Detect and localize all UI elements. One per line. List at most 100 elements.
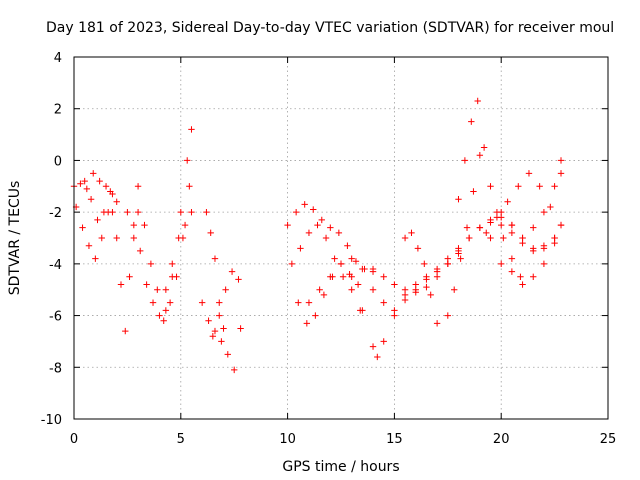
x-tick-label: 10 [279, 432, 296, 447]
data-point [508, 255, 516, 262]
data-point [102, 183, 110, 190]
series-track-19 [444, 152, 484, 319]
data-point [205, 317, 212, 324]
data-point [149, 299, 157, 306]
data-point [327, 273, 334, 280]
data-point [228, 268, 236, 275]
data-point [339, 273, 347, 280]
data-point [203, 208, 210, 216]
y-tick-label: 4 [54, 51, 62, 66]
data-point [498, 221, 505, 229]
data-point [480, 144, 488, 151]
data-point [90, 170, 97, 177]
data-point [235, 276, 242, 283]
data-point [134, 208, 142, 216]
series-track-07 [162, 208, 195, 293]
y-axis-label: SDTVAR / TECUs [7, 181, 23, 296]
data-point [517, 273, 524, 280]
data-point [348, 273, 355, 280]
data-point [220, 325, 227, 332]
data-point [98, 234, 105, 242]
data-point [412, 289, 419, 296]
data-point [122, 327, 129, 335]
data-point [186, 183, 193, 190]
y-tick-label: -10 [41, 413, 62, 428]
data-point [551, 239, 558, 247]
data-point [530, 273, 537, 280]
data-point [107, 188, 114, 195]
data-point [557, 170, 565, 177]
x-tick-label: 25 [600, 432, 617, 447]
data-point [305, 299, 313, 306]
data-point [181, 221, 189, 229]
series-track-15 [348, 250, 462, 361]
data-point [124, 208, 131, 216]
series-track-13 [295, 260, 362, 327]
data-point [380, 273, 387, 280]
y-tick-label: 2 [54, 103, 62, 118]
data-point [310, 206, 317, 213]
data-point [465, 234, 473, 242]
axis-ticks: 0 5 10 15 20 25 -10 -8 -6 -4 -2 0 2 4 [41, 51, 617, 447]
data-point [188, 126, 195, 133]
data-point [177, 208, 184, 216]
data-point [508, 221, 516, 229]
data-point [476, 224, 484, 231]
data-point [493, 214, 501, 221]
data-point [519, 281, 526, 288]
data-point [113, 234, 120, 242]
data-point [113, 198, 120, 205]
data-point [391, 281, 398, 288]
data-point [109, 208, 116, 216]
data-point [470, 188, 477, 195]
data-point [369, 286, 377, 293]
data-point [137, 247, 144, 255]
data-point [498, 208, 505, 216]
data-point [380, 299, 387, 306]
data-point [468, 118, 475, 125]
data-point [348, 255, 355, 262]
data-point [551, 183, 558, 190]
data-point [414, 245, 422, 252]
data-point [530, 247, 537, 255]
series-track-01 [70, 170, 116, 198]
data-point [94, 216, 101, 224]
data-point [130, 221, 138, 229]
data-point [322, 234, 330, 242]
data-point [218, 338, 225, 345]
data-point [536, 183, 543, 190]
data-point [461, 157, 469, 164]
data-point [81, 177, 88, 185]
series-track-21 [483, 170, 565, 237]
data-point [423, 283, 430, 291]
data-point [500, 234, 507, 242]
data-point [557, 157, 565, 164]
data-point [292, 208, 300, 216]
data-point [169, 260, 176, 268]
data-point [433, 273, 441, 280]
data-point [508, 268, 516, 275]
y-tick-label: -4 [49, 258, 62, 273]
data-point [318, 216, 325, 224]
data-point [87, 196, 95, 203]
data-point [335, 229, 343, 237]
series-track-09 [198, 299, 244, 374]
data-point [519, 234, 526, 242]
plot-frame [73, 56, 609, 420]
data-point [297, 245, 304, 252]
data-point [117, 281, 125, 288]
data-point [444, 260, 451, 268]
data-point [359, 307, 366, 314]
series-track-22 [498, 157, 565, 242]
data-point [369, 265, 377, 273]
grid [74, 57, 608, 419]
data-point [408, 229, 415, 237]
data-point [487, 219, 494, 226]
series-track-02 [72, 203, 112, 262]
series-track-18 [455, 97, 524, 280]
y-tick-label: 0 [54, 154, 62, 169]
y-tick-label: -8 [49, 361, 62, 376]
data-point [143, 281, 150, 288]
data-point [79, 224, 86, 231]
